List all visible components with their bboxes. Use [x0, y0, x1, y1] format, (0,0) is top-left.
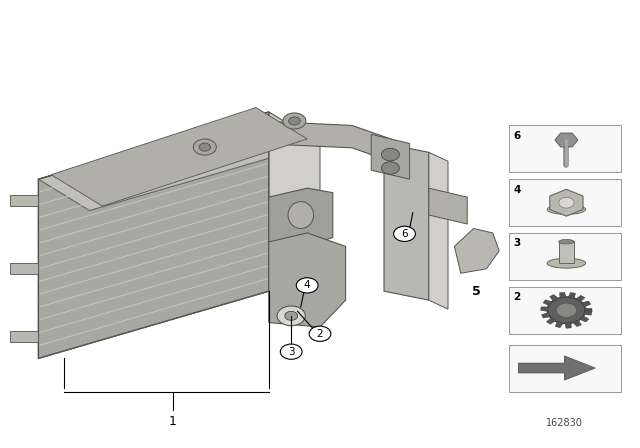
Polygon shape — [550, 189, 583, 216]
Polygon shape — [10, 195, 38, 206]
Polygon shape — [568, 293, 575, 299]
Polygon shape — [559, 292, 566, 298]
Text: 6: 6 — [513, 131, 520, 141]
Polygon shape — [541, 312, 550, 318]
Polygon shape — [371, 134, 410, 179]
Polygon shape — [10, 332, 38, 343]
Circle shape — [283, 113, 306, 129]
Polygon shape — [269, 188, 333, 246]
Polygon shape — [575, 295, 585, 302]
Bar — [559, 241, 574, 263]
Text: 162830: 162830 — [547, 418, 583, 428]
Bar — [509, 287, 621, 334]
Circle shape — [296, 278, 318, 293]
Circle shape — [280, 344, 302, 359]
Polygon shape — [38, 112, 320, 211]
Polygon shape — [564, 323, 571, 328]
Polygon shape — [38, 112, 269, 358]
Circle shape — [289, 117, 300, 125]
Polygon shape — [573, 320, 581, 327]
Polygon shape — [579, 315, 589, 322]
Polygon shape — [584, 310, 592, 315]
Text: 3: 3 — [513, 238, 520, 248]
Circle shape — [394, 226, 415, 241]
Bar — [509, 125, 621, 172]
Polygon shape — [547, 318, 556, 324]
Text: 2: 2 — [513, 292, 520, 302]
Polygon shape — [581, 301, 591, 307]
Circle shape — [559, 197, 574, 208]
Polygon shape — [269, 233, 346, 327]
Text: 6: 6 — [401, 229, 408, 239]
Circle shape — [285, 311, 298, 320]
Text: 5: 5 — [472, 284, 481, 298]
Bar — [509, 233, 621, 280]
Polygon shape — [584, 308, 592, 313]
Circle shape — [381, 162, 399, 174]
Polygon shape — [429, 188, 467, 224]
Circle shape — [381, 148, 399, 161]
Polygon shape — [541, 307, 549, 311]
Circle shape — [193, 139, 216, 155]
Circle shape — [309, 326, 331, 341]
Polygon shape — [429, 152, 448, 309]
Polygon shape — [51, 108, 307, 206]
Polygon shape — [384, 143, 429, 300]
Polygon shape — [256, 121, 403, 166]
Circle shape — [277, 306, 305, 326]
Polygon shape — [550, 294, 559, 301]
Polygon shape — [269, 112, 320, 323]
Polygon shape — [518, 356, 595, 380]
Text: 1: 1 — [169, 414, 177, 428]
Polygon shape — [454, 228, 499, 273]
Bar — [509, 179, 621, 226]
Polygon shape — [556, 321, 563, 327]
Bar — [509, 345, 621, 392]
Ellipse shape — [288, 202, 314, 228]
Ellipse shape — [559, 239, 574, 244]
Polygon shape — [555, 133, 578, 147]
Polygon shape — [10, 263, 38, 274]
Circle shape — [547, 297, 586, 323]
Ellipse shape — [547, 204, 586, 215]
Circle shape — [556, 303, 577, 318]
Text: 3: 3 — [288, 347, 294, 357]
Text: 2: 2 — [317, 329, 323, 339]
Text: 4: 4 — [513, 185, 521, 194]
Circle shape — [199, 143, 211, 151]
Polygon shape — [543, 300, 552, 306]
Ellipse shape — [547, 258, 586, 268]
Text: 4: 4 — [304, 280, 310, 290]
